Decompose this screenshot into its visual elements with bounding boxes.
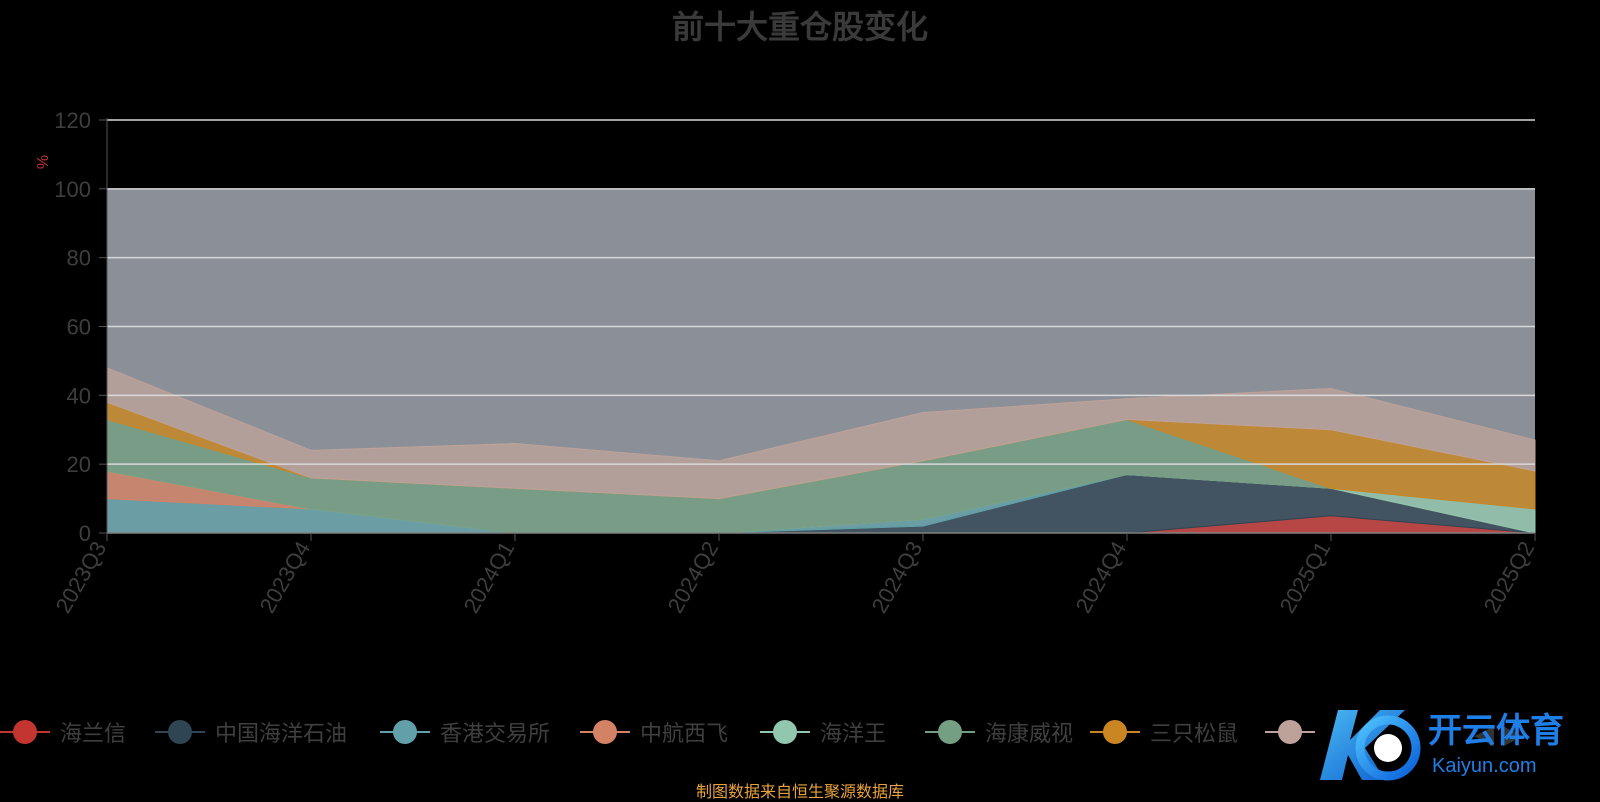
x-tick-label-1: 2023Q4 [255, 537, 316, 617]
x-tick-label-6: 2025Q1 [1275, 537, 1336, 617]
legend-line-icon [580, 720, 630, 744]
chart-legend: 海兰信 中国海洋石油 香港交易所 中航西飞 海洋王 海康威视 三只松鼠 [0, 712, 1600, 752]
x-tick-label-5: 2024Q4 [1071, 537, 1132, 617]
y-tick-label-1: 20 [67, 452, 91, 477]
legend-dot-icon [13, 720, 37, 744]
legend-dot-icon [393, 720, 417, 744]
source-note: 制图数据来自恒生聚源数据库 [695, 782, 904, 801]
prev-page-icon[interactable]: ◀ [1474, 720, 1494, 750]
legend-dot-icon [168, 720, 192, 744]
legend-line-icon [760, 720, 810, 744]
series-area-7 [106, 367, 1536, 500]
y-tick-label-5: 100 [54, 177, 91, 202]
legend-item[interactable]: 海康威视 [925, 712, 1073, 752]
logo-brand: 开云体育 [1428, 712, 1564, 750]
legend-line-icon [925, 720, 975, 744]
legend-dot-icon [773, 720, 797, 744]
legend-line-icon [155, 720, 205, 744]
legend-pager[interactable]: ◀ ▶ [1470, 720, 1523, 750]
legend-dot-icon [938, 720, 962, 744]
x-tick-label-4: 2024Q3 [867, 537, 928, 617]
x-tick-label-7: 2025Q2 [1479, 537, 1540, 617]
y-tick-label-6: 120 [54, 108, 91, 133]
legend-item[interactable]: 海洋王 [760, 712, 886, 752]
legend-item[interactable]: 海兰信 [0, 712, 126, 752]
legend-item[interactable]: 中国海洋石油 [155, 712, 347, 752]
legend-dot-icon [593, 720, 617, 744]
y-axis-label: % [35, 155, 52, 169]
logo-sub: Kaiyun.com [1432, 755, 1537, 777]
x-tick-label-0: 2023Q3 [51, 537, 112, 617]
legend-item[interactable] [1265, 712, 1325, 752]
legend-label: 海洋王 [820, 722, 887, 747]
legend-label: 海兰信 [60, 722, 127, 747]
legend-line-icon [1090, 720, 1140, 744]
chart-title: 前十大重仓股变化 [671, 8, 928, 46]
legend-line-icon [380, 720, 430, 744]
x-tick-label-2: 2024Q1 [459, 537, 520, 617]
logo-ball-icon [1374, 734, 1402, 762]
legend-label: 香港交易所 [440, 722, 551, 747]
legend-label: 三只松鼠 [1150, 722, 1239, 747]
y-tick-label-0: 0 [79, 521, 91, 546]
next-page-icon[interactable]: ▶ [1503, 720, 1524, 750]
legend-label: 海康威视 [985, 722, 1074, 747]
legend-dot-icon [1278, 720, 1302, 744]
x-tick-label-3: 2024Q2 [663, 537, 724, 617]
y-tick-label-3: 60 [67, 315, 91, 340]
legend-item[interactable]: 三只松鼠 [1090, 712, 1238, 752]
y-tick-label-2: 40 [67, 383, 91, 408]
legend-line-icon [0, 720, 50, 744]
y-tick-label-4: 80 [67, 246, 91, 271]
logo-ring [1355, 715, 1421, 781]
legend-item[interactable]: 中航西飞 [580, 712, 728, 752]
legend-label: 中航西飞 [640, 722, 729, 747]
legend-dot-icon [1103, 720, 1127, 744]
legend-label: 中国海洋石油 [215, 722, 348, 747]
legend-line-icon [1265, 720, 1315, 744]
legend-item[interactable]: 香港交易所 [380, 712, 550, 752]
watermark-logo: 开云体育 Kaiyun.com [1320, 710, 1564, 781]
